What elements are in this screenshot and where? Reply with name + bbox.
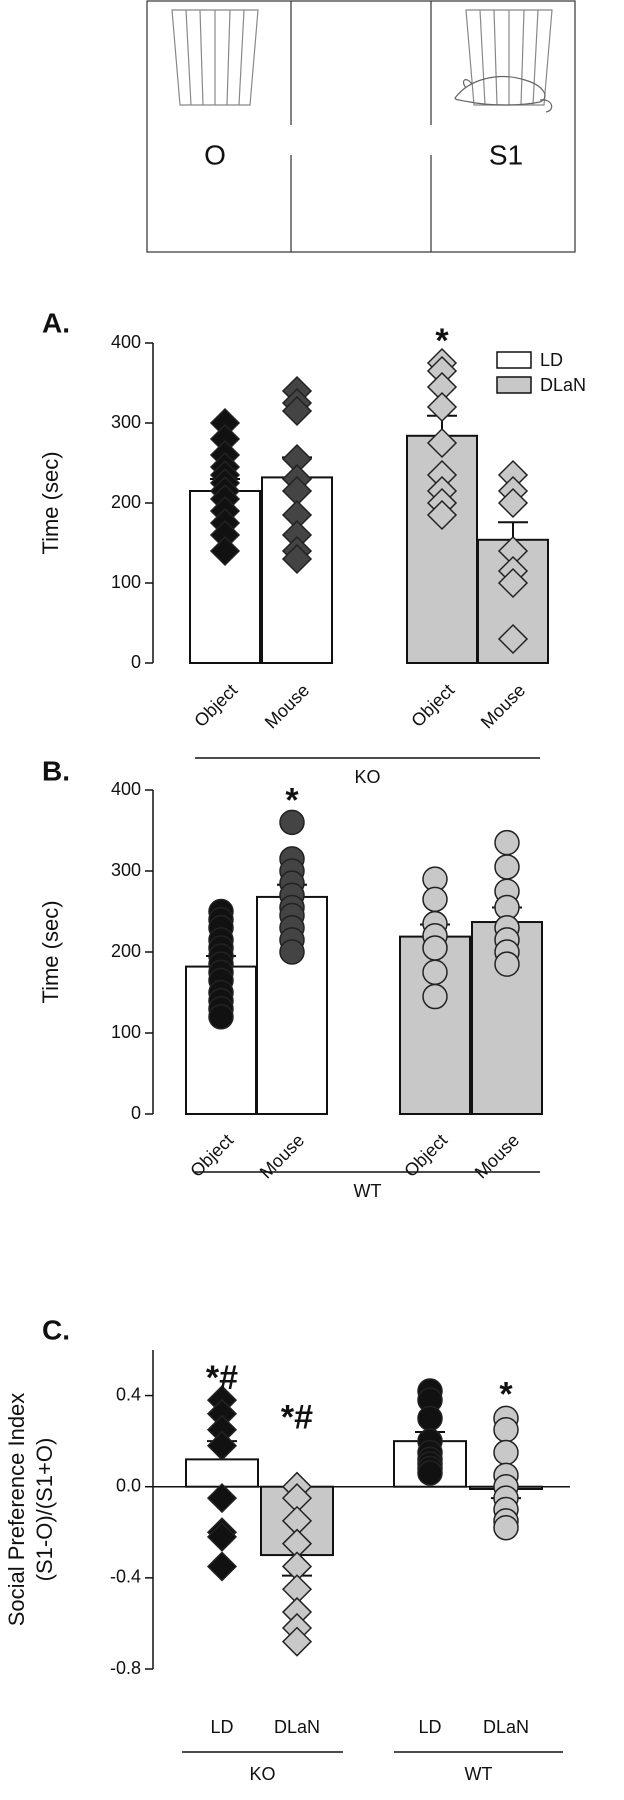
data-point bbox=[208, 1004, 234, 1030]
x-tick-label: Mouse bbox=[471, 1130, 523, 1182]
y-tick-label: 400 bbox=[111, 779, 141, 799]
annotation: * bbox=[285, 781, 299, 819]
annotation: * bbox=[499, 1375, 513, 1413]
data-point bbox=[279, 939, 305, 965]
data-point bbox=[426, 391, 458, 423]
data-point bbox=[206, 1483, 238, 1514]
data-point bbox=[493, 1514, 519, 1541]
zone-label: S1 bbox=[489, 139, 523, 170]
data-point bbox=[426, 427, 458, 459]
x-tick-label: Object bbox=[190, 680, 241, 731]
y-tick-label: 100 bbox=[111, 572, 141, 592]
group-label: WT bbox=[465, 1764, 493, 1784]
y-tick-label: -0.4 bbox=[110, 1567, 141, 1587]
data-point bbox=[493, 1417, 519, 1443]
data-point bbox=[497, 623, 529, 655]
y-axis-label: Social Preference Index bbox=[4, 1393, 29, 1627]
legend-swatch bbox=[496, 351, 532, 369]
legend-label: LD bbox=[540, 350, 563, 370]
x-tick-label: DLaN bbox=[483, 1717, 529, 1737]
bar bbox=[185, 1458, 259, 1488]
legend-label: DLaN bbox=[540, 375, 586, 395]
y-tick-label: 200 bbox=[111, 492, 141, 512]
cup-right bbox=[454, 9, 553, 113]
data-point bbox=[206, 1551, 238, 1582]
y-tick-label: 400 bbox=[111, 332, 141, 352]
panel-title: C. bbox=[42, 1314, 70, 1345]
data-point bbox=[494, 829, 520, 856]
data-point bbox=[494, 854, 520, 880]
y-tick-label: 0.4 bbox=[116, 1384, 141, 1404]
y-tick-label: 0 bbox=[131, 1103, 141, 1123]
x-tick-label: Mouse bbox=[477, 680, 529, 732]
data-point bbox=[281, 395, 313, 427]
x-tick-label: DLaN bbox=[274, 1717, 320, 1737]
annotation: *# bbox=[206, 1359, 238, 1397]
y-tick-label: 300 bbox=[111, 860, 141, 880]
y-axis-label: Time (sec) bbox=[38, 900, 63, 1003]
y-tick-label: 100 bbox=[111, 1022, 141, 1042]
panel-title: B. bbox=[42, 755, 70, 786]
zone-label: O bbox=[204, 139, 226, 170]
data-point bbox=[422, 886, 448, 913]
x-tick-label: Mouse bbox=[261, 680, 313, 732]
data-point bbox=[422, 983, 448, 1010]
x-tick-label: Object bbox=[186, 1130, 237, 1181]
annotation: *# bbox=[281, 1399, 313, 1437]
x-tick-label: LD bbox=[418, 1717, 441, 1737]
x-tick-label: Mouse bbox=[256, 1130, 308, 1182]
data-point bbox=[497, 567, 529, 599]
annotation: * bbox=[435, 322, 449, 360]
data-point bbox=[497, 487, 529, 519]
data-point bbox=[279, 809, 305, 836]
data-point bbox=[422, 959, 448, 985]
data-point bbox=[206, 1430, 238, 1461]
y-axis-label: (S1-O)/(S1+O) bbox=[32, 1438, 57, 1582]
x-tick-label: LD bbox=[210, 1717, 233, 1737]
arena-box bbox=[146, 0, 576, 253]
x-tick-label: Object bbox=[400, 1130, 451, 1181]
group-label: KO bbox=[354, 767, 380, 787]
data-point bbox=[422, 935, 448, 961]
panel-title: A. bbox=[42, 307, 70, 338]
group-label: WT bbox=[354, 1181, 382, 1201]
x-tick-label: Object bbox=[407, 680, 458, 731]
arena-diagram: O S1 bbox=[146, 0, 576, 253]
data-point bbox=[209, 535, 241, 567]
data-point bbox=[206, 1521, 238, 1552]
data-point bbox=[281, 1626, 313, 1657]
cup-left bbox=[171, 9, 259, 106]
data-point bbox=[426, 499, 458, 531]
y-tick-label: 0.0 bbox=[116, 1475, 141, 1495]
data-point bbox=[417, 1405, 443, 1432]
y-tick-label: 300 bbox=[111, 412, 141, 432]
group-label: KO bbox=[249, 1764, 275, 1784]
y-tick-label: 200 bbox=[111, 941, 141, 961]
data-point bbox=[494, 951, 520, 977]
y-tick-label: -0.8 bbox=[110, 1658, 141, 1678]
y-tick-label: 0 bbox=[131, 652, 141, 672]
data-point bbox=[417, 1460, 443, 1486]
data-point bbox=[493, 1439, 519, 1466]
y-axis-label: Time (sec) bbox=[38, 451, 63, 554]
legend-swatch bbox=[496, 376, 532, 394]
data-point bbox=[281, 543, 313, 575]
